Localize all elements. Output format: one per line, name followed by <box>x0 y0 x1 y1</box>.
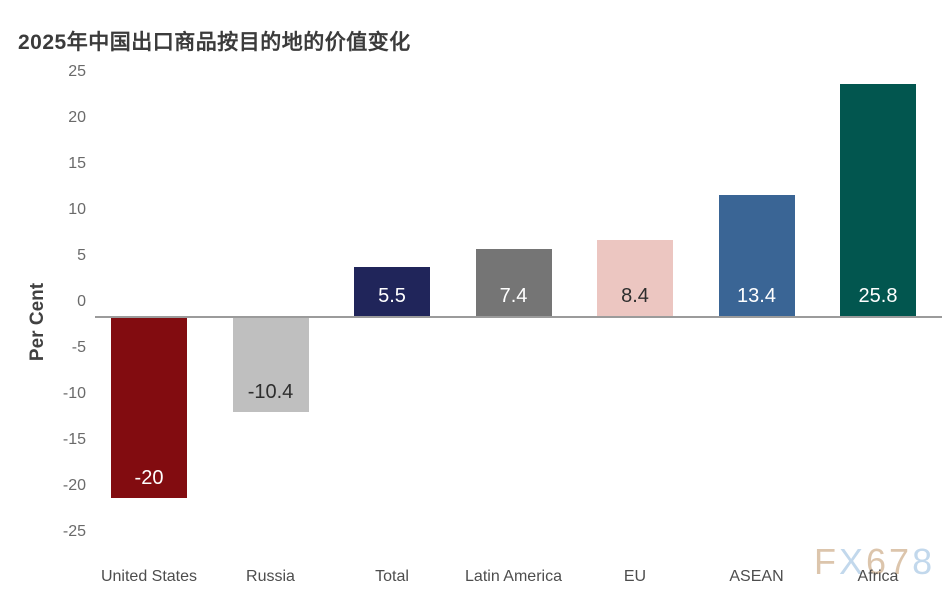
y-tick-label: 10 <box>68 201 86 218</box>
chart-title: 2025年中国出口商品按目的地的价值变化 <box>18 31 411 54</box>
bar-value-label: 5.5 <box>378 285 406 307</box>
x-label-russia: Russia <box>246 568 295 585</box>
x-label-eu: EU <box>623 568 647 585</box>
watermark-letter: X <box>839 541 867 582</box>
bar-value-label: 25.8 <box>858 284 898 307</box>
bar-russia: -10.4 <box>232 318 309 412</box>
bar-value-label: 7.4 <box>499 284 528 307</box>
bar-asean: 13.4 <box>718 195 795 316</box>
y-tick-label: -20 <box>62 477 86 494</box>
y-tick-label: 5 <box>77 247 86 264</box>
bar-value-label: 13.4 <box>737 284 776 307</box>
bar-value-label: 8.4 <box>621 284 649 307</box>
y-tick-label: -10 <box>62 385 86 402</box>
x-label-africa: Africa <box>857 568 899 585</box>
bar-africa: 25.8 <box>840 83 916 316</box>
y-tick-label: -5 <box>71 339 86 356</box>
zero-axis-line <box>95 316 942 318</box>
bar-value-label: -20 <box>134 467 164 489</box>
bar-eu: 8.4 <box>597 240 673 316</box>
watermark-letter: 8 <box>912 541 936 582</box>
y-tick-label: 0 <box>77 293 86 310</box>
y-tick-label: 25 <box>68 63 86 80</box>
x-label-total: Total <box>375 568 409 585</box>
bar-united-states: -20 <box>111 318 187 498</box>
x-label-latin-america: Latin America <box>465 568 562 585</box>
y-tick-label: -25 <box>62 523 86 540</box>
y-tick-label: -15 <box>62 431 86 448</box>
y-tick-label: 15 <box>68 155 86 172</box>
x-label-united-states: United States <box>100 568 198 585</box>
bar-total: 5.5 <box>354 266 430 316</box>
x-label-asean: ASEAN <box>729 568 784 585</box>
bar-latin-america: 7.4 <box>475 249 552 316</box>
watermark-letter: 6 <box>866 541 890 582</box>
y-tick-label: 20 <box>68 109 86 126</box>
fx678-watermark: FX678 <box>814 541 935 583</box>
bar-value-label: -10.4 <box>247 380 294 403</box>
watermark-letter: F <box>814 541 839 582</box>
watermark-letter: 7 <box>889 541 913 582</box>
